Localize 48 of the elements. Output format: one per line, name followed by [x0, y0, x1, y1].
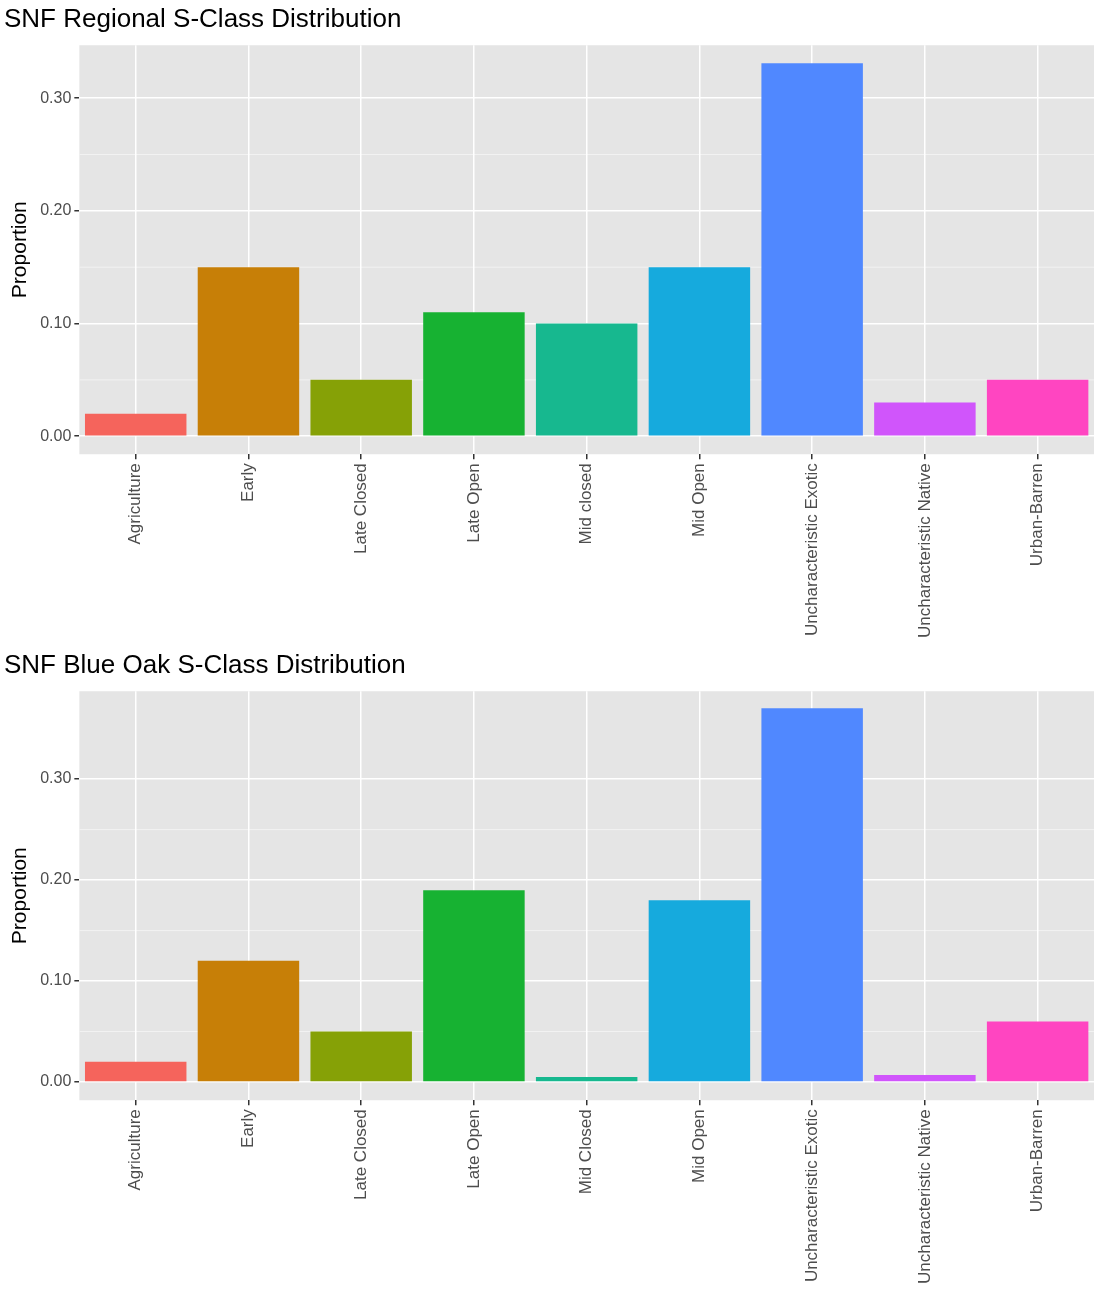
x-tick-label: Uncharacteristic Exotic: [801, 462, 821, 637]
y-tick-label: 0.10: [40, 313, 72, 331]
y-tick-label: 0.20: [40, 870, 72, 888]
y-tick-label: 0.30: [40, 769, 72, 787]
bar: [197, 267, 300, 436]
x-tick-label: Uncharacteristic Native: [914, 463, 934, 638]
x-tick-label: Urban-Barren: [1027, 1109, 1047, 1213]
bar: [761, 708, 863, 1082]
x-tick-label: Early: [238, 462, 258, 502]
bar: [84, 1061, 187, 1082]
x-tick-label: Uncharacteristic Native: [914, 1109, 934, 1284]
x-tick-label: Late Open: [463, 1109, 483, 1189]
chart-title: SNF Regional S-Class Distribution: [4, 2, 402, 33]
bar: [197, 960, 300, 1082]
x-tick-label: Early: [238, 1108, 258, 1148]
x-tick-label: Late Closed: [350, 1109, 370, 1200]
x-tick-label: Mid closed: [576, 463, 596, 545]
bar: [423, 890, 525, 1082]
bar: [310, 379, 412, 436]
x-tick-label: Agriculture: [125, 463, 145, 545]
y-tick-label: 0.00: [40, 426, 72, 444]
bar: [310, 1031, 412, 1082]
chart-title: SNF Blue Oak S-Class Distribution: [4, 648, 406, 679]
x-tick-label: Mid Closed: [576, 1109, 596, 1195]
bar: [535, 323, 638, 436]
x-tick-label: Uncharacteristic Exotic: [801, 1108, 821, 1283]
bar: [535, 1076, 638, 1082]
x-tick-label: Mid Open: [689, 463, 709, 537]
y-tick-label: 0.10: [40, 971, 72, 989]
bar: [648, 267, 751, 436]
y-tick-label: 0.30: [40, 88, 72, 106]
bar: [986, 1021, 1089, 1082]
bar: [986, 379, 1089, 436]
bar: [874, 402, 976, 436]
x-tick-label: Urban-Barren: [1027, 463, 1047, 567]
bar: [874, 1074, 976, 1082]
x-tick-label: Late Closed: [350, 463, 370, 554]
bar: [423, 312, 525, 436]
x-tick-label: Mid Open: [689, 1109, 709, 1183]
bar: [84, 413, 187, 436]
y-tick-label: 0.20: [40, 201, 72, 219]
y-axis-title: Proportion: [7, 847, 31, 945]
y-axis-title: Proportion: [7, 201, 31, 299]
bar: [648, 900, 751, 1082]
y-tick-label: 0.00: [40, 1072, 72, 1090]
x-tick-label: Agriculture: [125, 1109, 145, 1191]
bar: [761, 63, 863, 436]
x-tick-label: Late Open: [463, 463, 483, 543]
